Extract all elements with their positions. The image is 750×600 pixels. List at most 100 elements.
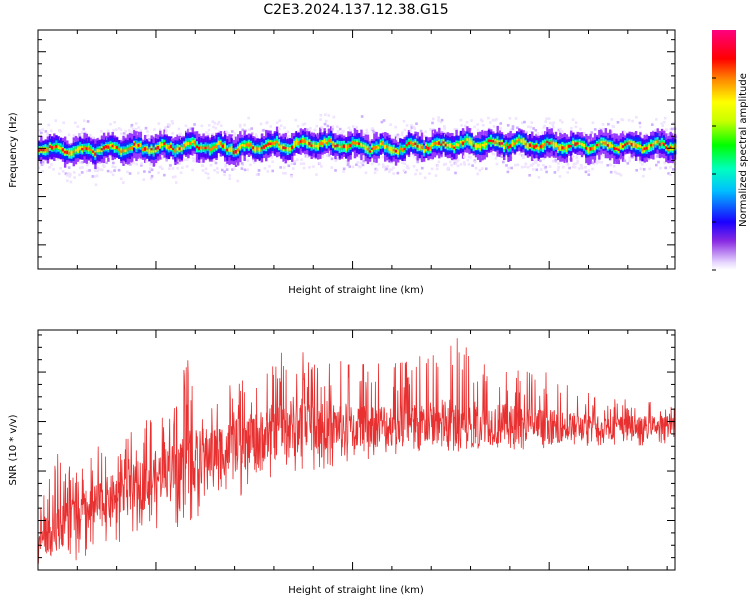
spectral-point <box>293 162 296 166</box>
spectral-point <box>179 171 183 175</box>
spectral-point <box>246 168 249 172</box>
spectral-point <box>612 164 616 168</box>
spectral-point <box>558 131 562 135</box>
spectral-point <box>359 161 363 165</box>
spectral-point <box>580 166 584 170</box>
spectral-point <box>144 126 148 130</box>
spectral-point <box>525 131 528 134</box>
spectral-band-segment <box>301 139 305 143</box>
spectral-point <box>324 113 327 116</box>
spectral-band-segment <box>403 147 406 151</box>
spectral-band-segment <box>66 150 69 154</box>
spectral-point <box>137 126 140 129</box>
spectral-point <box>169 164 172 167</box>
spectral-band-segment <box>72 150 76 154</box>
spectral-point <box>375 168 379 172</box>
spectral-band-segment <box>624 143 627 147</box>
spectral-band-segment <box>645 146 649 150</box>
spectral-point <box>372 130 376 134</box>
spectral-point <box>390 161 393 164</box>
spectral-band-segment <box>102 146 106 150</box>
spectral-point <box>597 160 601 164</box>
spectral-band-segment <box>327 139 331 143</box>
spectral-band-segment <box>269 142 272 145</box>
spectral-band-segment <box>284 146 287 150</box>
snr-panel: Height of straight line (km) SNR (10 * v… <box>8 329 676 596</box>
spectral-point <box>410 126 414 129</box>
spectral-point <box>158 128 162 132</box>
spectral-point <box>591 121 595 124</box>
spectral-band-segment <box>628 141 631 144</box>
spectral-point <box>465 120 469 124</box>
spectral-point <box>38 129 42 132</box>
spectral-point <box>120 138 123 141</box>
spectral-point <box>266 170 270 173</box>
spectral-point <box>284 172 287 175</box>
spectral-point <box>112 129 115 132</box>
spectral-band-segment <box>539 144 543 149</box>
spectral-band-segment <box>154 147 158 150</box>
spectral-band-segment <box>392 149 396 152</box>
spectral-band-segment <box>416 144 419 148</box>
spectral-point <box>606 163 610 167</box>
spectral-point <box>290 162 294 165</box>
spectral-point <box>336 125 339 128</box>
spectral-point <box>364 132 368 136</box>
spectral-point <box>439 120 443 124</box>
spectral-point <box>473 125 476 129</box>
spectral-point <box>495 117 498 121</box>
spectral-point <box>241 163 245 167</box>
spectral-point <box>370 162 374 166</box>
spectral-point <box>641 163 644 166</box>
spectral-point <box>647 157 651 161</box>
spectral-band-segment <box>399 147 402 151</box>
spectral-band-segment <box>617 148 620 152</box>
spectral-band-segment <box>105 145 108 149</box>
spectral-point <box>601 123 605 126</box>
spectral-point <box>499 127 503 130</box>
spectral-point <box>238 125 242 128</box>
spectral-point <box>623 131 627 134</box>
spectral-band-segment <box>338 145 342 149</box>
spectral-point <box>553 171 557 174</box>
spectral-band-segment <box>509 144 512 148</box>
spectral-point <box>505 164 508 167</box>
spectral-point <box>434 174 438 177</box>
spectral-point <box>40 131 43 135</box>
spectral-band-segment <box>280 145 283 149</box>
spectral-band-segment <box>535 144 538 148</box>
spectral-point <box>271 160 275 164</box>
spectral-point <box>619 173 623 177</box>
spectral-band-segment <box>587 149 590 152</box>
spectral-point <box>534 128 538 132</box>
spectral-point <box>290 175 293 178</box>
spectral-point <box>150 174 154 178</box>
spectral-band-segment <box>275 140 279 144</box>
spectral-point <box>506 170 510 174</box>
spectral-point <box>212 159 216 162</box>
spectral-point <box>217 120 221 124</box>
spectral-point <box>623 159 627 163</box>
spectral-point <box>201 164 205 168</box>
spectral-point <box>537 163 540 167</box>
spectral-point <box>283 126 286 130</box>
spectral-band-segment <box>92 150 95 153</box>
spectral-point <box>587 169 591 172</box>
spectral-point <box>149 167 152 170</box>
spectral-point <box>308 128 311 132</box>
spectral-point <box>400 133 404 136</box>
spectral-point <box>453 159 457 163</box>
spectral-point <box>612 125 616 129</box>
spectral-point <box>542 163 545 167</box>
spectral-point <box>105 161 108 165</box>
spectral-point <box>638 121 642 125</box>
spectral-band-segment <box>143 147 147 151</box>
figure-title: C2E3.2024.137.12.38.G15 <box>263 2 448 18</box>
spectral-point <box>474 166 478 170</box>
spectral-point <box>403 162 407 166</box>
spectral-point <box>193 157 196 160</box>
spectral-point <box>246 159 250 162</box>
spectral-point <box>669 173 672 177</box>
spectral-point <box>388 168 392 171</box>
